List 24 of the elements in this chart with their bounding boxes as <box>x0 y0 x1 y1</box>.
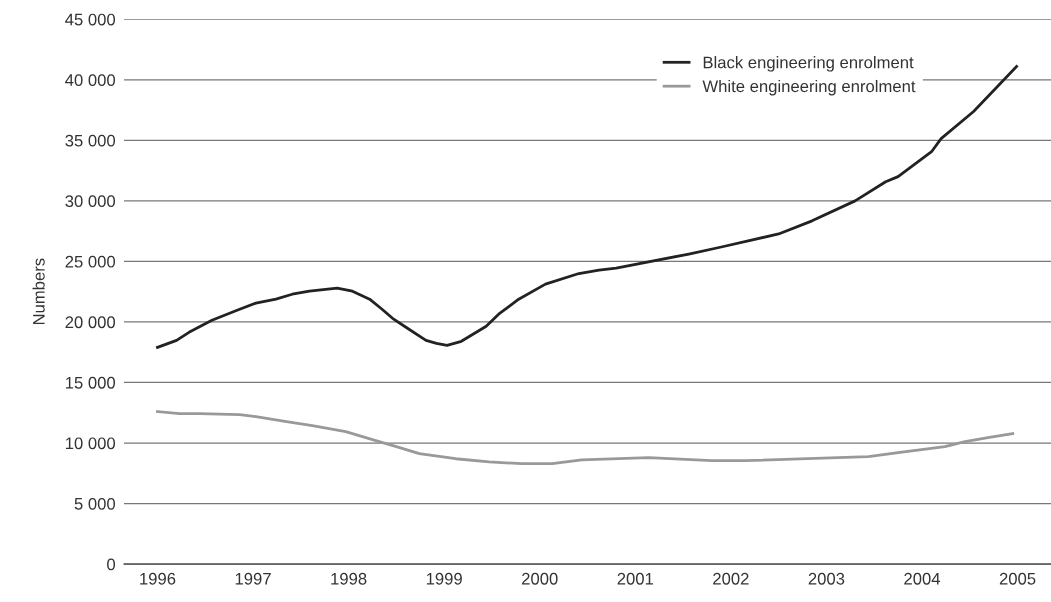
x-tick-label: 2004 <box>904 572 941 585</box>
y-tick-label: 30 000 <box>65 195 116 208</box>
x-tick-label: 1996 <box>140 572 176 585</box>
x-tick-label: 2005 <box>999 572 1036 585</box>
x-tick-label: 2002 <box>713 572 749 585</box>
x-tick-label: 2001 <box>617 572 654 585</box>
line-series <box>156 410 1015 466</box>
x-tick-label: 2003 <box>808 572 845 585</box>
y-tick-label: 15 000 <box>65 376 116 389</box>
x-tick-label: 2000 <box>522 572 558 585</box>
y-tick-label: 20 000 <box>65 316 116 329</box>
y-tick-label: 0 <box>107 558 116 571</box>
y-tick-label: 35 000 <box>65 134 116 147</box>
y-tick-label: 25 000 <box>65 255 116 268</box>
legend-label: Black engineering enrolment <box>703 56 914 72</box>
y-tick-label: 10 000 <box>65 437 116 450</box>
y-tick-label: 40 000 <box>65 74 116 86</box>
x-tick-label: 1997 <box>235 572 271 585</box>
legend-label: White engineering enrolment <box>702 79 916 96</box>
y-tick-label: 45 000 <box>65 13 116 26</box>
y-axis-title: Numbers <box>32 258 45 325</box>
y-tick-label: 5 000 <box>74 497 116 510</box>
x-tick-label: 1998 <box>331 572 367 585</box>
x-tick-label: 1999 <box>426 572 462 585</box>
